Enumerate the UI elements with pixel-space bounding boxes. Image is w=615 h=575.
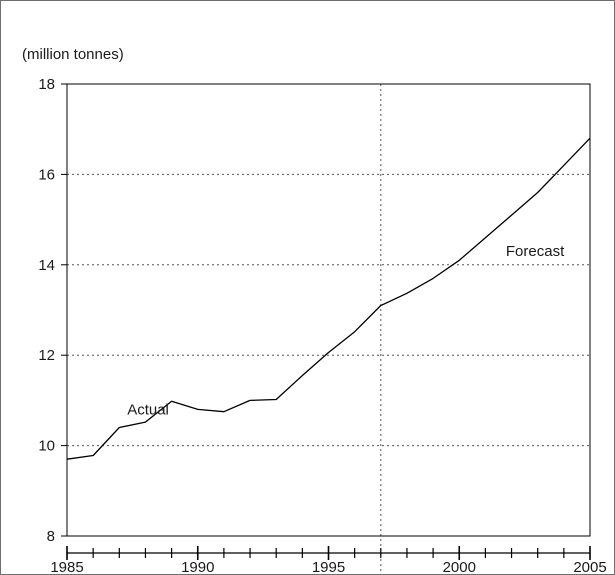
y-tick-label-8: 8 (47, 528, 55, 545)
gridlines (67, 173, 590, 447)
series-line-0 (66, 137, 591, 460)
y-tick-label-16: 16 (38, 166, 55, 183)
x-tick-label-2005: 2005 (573, 559, 606, 575)
y-tick-label-14: 14 (38, 257, 55, 274)
x-tick-label-1985: 1985 (50, 559, 83, 575)
y-axis-ticks: 8 10 12 14 16 18 (38, 76, 67, 545)
x-tick-label-1990: 1990 (181, 559, 214, 575)
y-tick-label-12: 12 (38, 347, 55, 364)
annotation-forecast: Forecast (506, 243, 565, 260)
x-tick-label-2000: 2000 (443, 559, 476, 575)
y-tick-label-18: 18 (38, 76, 55, 93)
annotations-layer: Actual Forecast (127, 243, 565, 418)
x-axis-ticks: 1985 1990 1995 2000 2005 (50, 546, 607, 575)
plot-area-border (66, 83, 591, 537)
y-axis-unit-label: (million tonnes) (22, 46, 124, 63)
series-layer (66, 137, 591, 460)
annotation-actual: Actual (127, 401, 169, 418)
x-tick-label-1995: 1995 (312, 559, 345, 575)
y-tick-label-10: 10 (38, 438, 55, 455)
